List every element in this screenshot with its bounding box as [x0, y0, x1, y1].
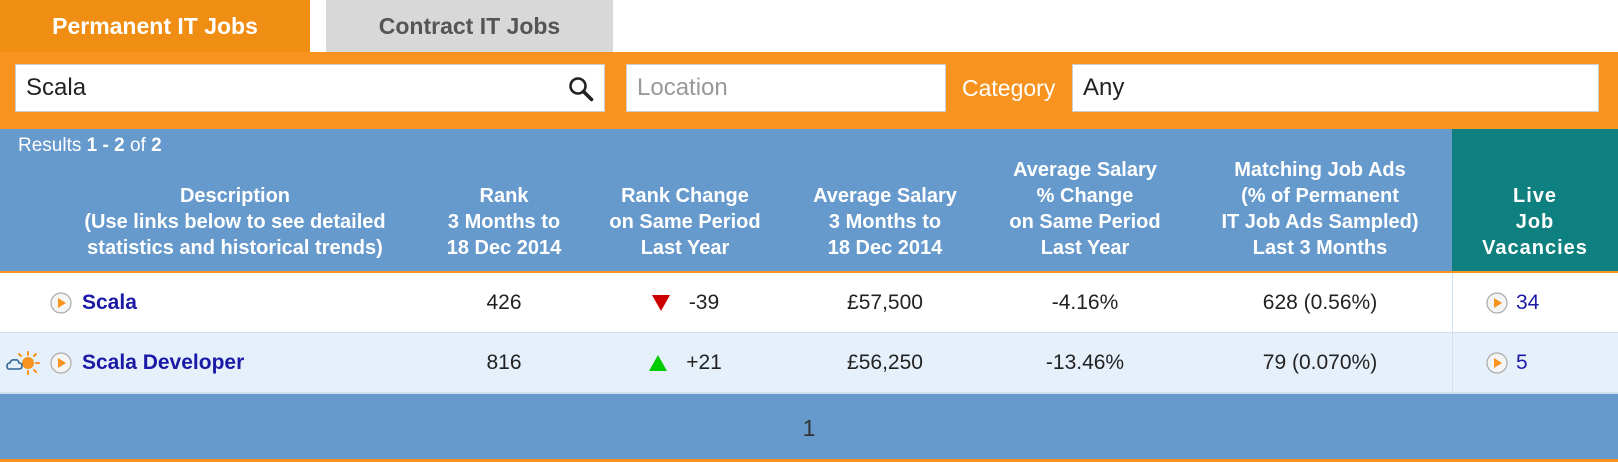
page-number-current[interactable]: 1: [802, 414, 816, 441]
location-input[interactable]: Location: [626, 64, 946, 112]
pagination: 1: [0, 393, 1618, 462]
category-select[interactable]: Any: [1072, 64, 1599, 112]
skill-link[interactable]: Scala Developer: [82, 351, 245, 374]
salary-change-cell: -13.46%: [1045, 351, 1125, 374]
column-description: Description (Use links below to see deta…: [84, 185, 386, 259]
table-row: Scala Developer 816 +21 £56,250 -13.46% …: [0, 333, 1618, 393]
matching-ads-cell: 79 (0.070%): [1262, 351, 1378, 374]
live-vacancies-cell: 34: [1452, 273, 1618, 333]
column-rank: Rank 3 Months to 18 Dec 2014: [446, 185, 562, 259]
skill-link[interactable]: Scala: [82, 291, 137, 314]
up-arrow-icon: [649, 355, 668, 371]
column-matching-job-ads: Matching Job Ads (% of Permanent IT Job …: [1221, 159, 1419, 259]
results-table-header: Results 1 - 2 of 2 Description (Use link…: [0, 129, 1618, 271]
salary-change-cell: -4.16%: [1051, 291, 1119, 314]
description-cell: Scala Developer: [0, 333, 440, 393]
rank-change-cell: -39: [590, 273, 780, 333]
table-row: Scala 426 -39 £57,500 -4.16% 628 (0.56%)…: [0, 273, 1618, 333]
keyword-search-input[interactable]: Scala: [15, 64, 605, 112]
average-salary-cell: £56,250: [847, 351, 923, 374]
header-divider: [0, 271, 1618, 273]
column-salary-change: Average Salary % Change on Same Period L…: [1009, 159, 1161, 259]
play-icon[interactable]: [50, 292, 72, 314]
location-placeholder: Location: [637, 74, 728, 101]
column-average-salary: Average Salary 3 Months to 18 Dec 2014: [813, 185, 957, 259]
keyword-value: Scala: [26, 74, 87, 101]
live-vacancies-link[interactable]: 5: [1516, 351, 1528, 374]
play-icon[interactable]: [50, 352, 72, 374]
rank-cell: 426: [486, 291, 522, 314]
job-type-tabs: Permanent IT Jobs Contract IT Jobs: [0, 0, 1618, 52]
play-icon[interactable]: [1486, 352, 1508, 374]
tab-permanent-it-jobs[interactable]: Permanent IT Jobs: [0, 0, 310, 52]
matching-ads-cell: 628 (0.56%): [1262, 291, 1378, 314]
search-icon[interactable]: [568, 76, 594, 102]
search-bar: Scala Location Category Any: [0, 52, 1618, 129]
category-label: Category: [962, 74, 1056, 101]
average-salary-cell: £57,500: [847, 291, 923, 314]
down-arrow-icon: [651, 295, 670, 311]
footer-divider: [0, 459, 1618, 462]
sun-cloud-icon: [6, 351, 40, 375]
live-vacancies-cell: 5: [1452, 333, 1618, 393]
results-count: Results 1 - 2 of 2: [18, 135, 162, 156]
live-vacancies-link[interactable]: 34: [1516, 291, 1540, 314]
tab-contract-it-jobs[interactable]: Contract IT Jobs: [326, 0, 613, 52]
rank-change-cell: +21: [590, 333, 780, 393]
rank-cell: 816: [486, 351, 522, 374]
column-rank-change: Rank Change on Same Period Last Year: [609, 185, 761, 259]
column-live-job-vacancies: Live Job Vacancies: [1452, 129, 1618, 271]
category-value: Any: [1083, 74, 1125, 101]
description-cell: Scala: [0, 273, 440, 333]
play-icon[interactable]: [1486, 292, 1508, 314]
